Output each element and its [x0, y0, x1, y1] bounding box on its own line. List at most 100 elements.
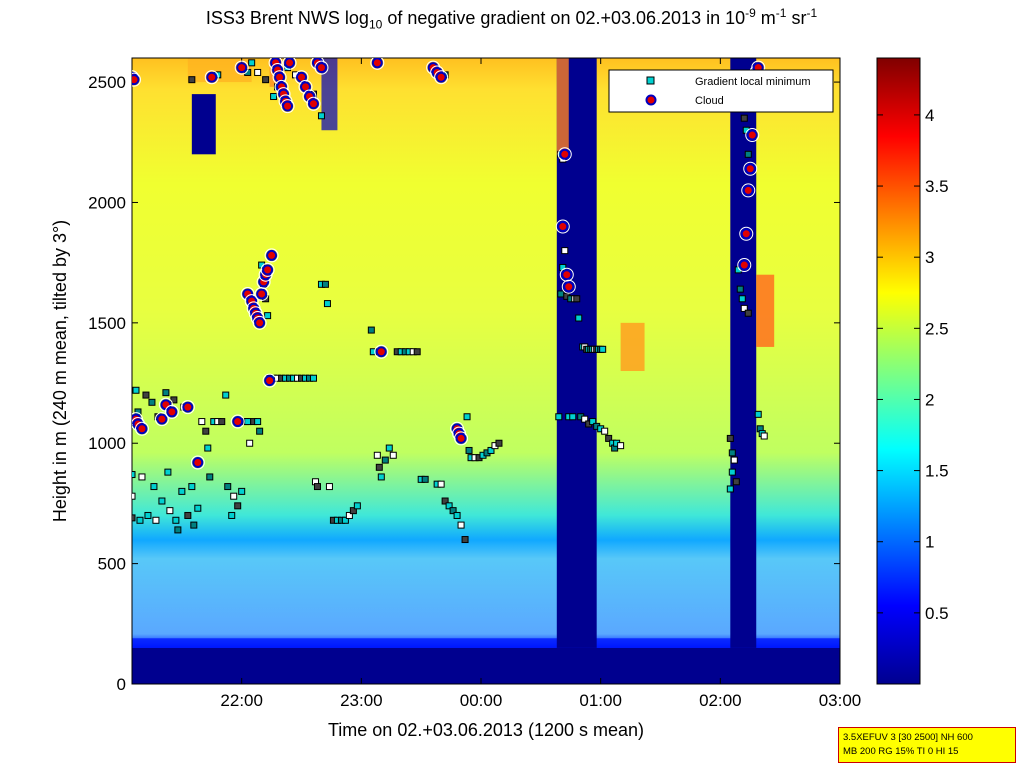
gradient-minimum-point	[224, 483, 232, 491]
cloud-point	[744, 163, 756, 175]
legend-minimum-marker	[646, 76, 655, 85]
gradient-minimum-point	[256, 427, 264, 435]
x-axis: 22:00 23:00 00:00 01:00 02:00 03:00	[220, 58, 861, 710]
dropout-patch	[191, 94, 216, 155]
cloud-point	[375, 346, 387, 358]
gradient-minimum-point	[230, 492, 238, 500]
legend-cloud-marker	[645, 94, 657, 106]
colorbar-tick-label: 1.5	[925, 462, 949, 481]
gradient-minimum-point	[142, 391, 150, 399]
heatmap-field	[132, 58, 840, 684]
cloud-point-halo	[559, 267, 574, 282]
cloud-point-halo	[234, 60, 249, 75]
cloud-point	[192, 456, 204, 468]
cloud-point-halo	[282, 58, 297, 70]
gradient-minimum-point	[457, 521, 465, 529]
colorbar-tick-label: 2	[925, 390, 934, 409]
x-tick-label: 03:00	[819, 691, 862, 710]
gradient-minimum-point	[238, 487, 246, 495]
gradient-minimum-point	[726, 434, 734, 442]
cloud-point	[371, 58, 383, 69]
cloud-point-halo	[264, 248, 279, 263]
cloud-point	[746, 129, 758, 141]
plot-frame	[131, 57, 841, 685]
gradient-minimum-point	[599, 345, 607, 353]
gradient-minimum-point	[453, 511, 461, 519]
gradient-minimum-point	[605, 434, 613, 442]
gradient-minimum-point	[246, 439, 254, 447]
gradient-minimum-point	[152, 516, 160, 524]
cloud-point-halo	[557, 147, 572, 162]
colorbar-gradient	[876, 57, 921, 685]
gradient-minimum-point	[732, 478, 740, 486]
cloud-point	[132, 74, 140, 86]
cloud-point	[284, 58, 296, 69]
gradient-minimum-point	[254, 418, 262, 426]
gradient-minimum-point	[166, 507, 174, 515]
gradient-minimum-point	[557, 290, 565, 298]
legend-box	[608, 69, 834, 113]
gradient-minimum-point	[270, 93, 278, 101]
gradient-minimum-point	[218, 418, 226, 426]
cloud-point	[166, 406, 178, 418]
gradient-minimum-point	[244, 418, 252, 426]
gradient-minimum-point	[184, 511, 192, 519]
gradient-minimum-point	[461, 536, 469, 544]
surface-layer-top	[132, 638, 840, 648]
cloud-point-halo	[306, 96, 321, 111]
gradient-minimum-point	[188, 76, 196, 84]
cloud-point-halo	[230, 414, 245, 429]
heatmap-plot-area	[132, 58, 840, 684]
elevated-cell	[620, 322, 645, 371]
gradient-minimum-point	[744, 309, 752, 317]
gradient-minimum-point	[309, 374, 317, 382]
gradient-minimum-point	[178, 487, 186, 495]
gradient-minimum-point	[413, 348, 421, 356]
colorbar-tick-label: 4	[925, 106, 934, 125]
gradient-minimum-point	[202, 427, 210, 435]
cloud-point-halo	[154, 412, 169, 427]
cloud-point	[256, 288, 268, 300]
cloud-point-halo	[743, 161, 758, 176]
gradient-minimum-point	[345, 511, 353, 519]
cloud-point	[232, 416, 244, 428]
y-tick-label: 2500	[88, 73, 126, 92]
x-tick-label: 23:00	[340, 691, 383, 710]
gradient-minimum-point	[740, 114, 748, 122]
cloud-point-halo	[561, 279, 576, 294]
y-tick-label: 0	[117, 675, 126, 694]
cloud-point-halo	[252, 315, 267, 330]
gradient-minimum-point	[589, 418, 597, 426]
gradient-minimum-point	[730, 456, 738, 464]
gradient-minimum-point	[736, 285, 744, 293]
cloud-point	[742, 184, 754, 196]
colorbar-tick-label: 3	[925, 248, 934, 267]
gradient-minimum-point	[740, 304, 748, 312]
cloud-point	[563, 281, 575, 293]
x-tick-label: 02:00	[699, 691, 742, 710]
gradient-minimum-point	[132, 492, 136, 500]
gradient-minimum-point	[445, 502, 453, 510]
cloud-point	[557, 221, 569, 233]
gradient-minimum-point	[132, 514, 136, 522]
cloud-point	[282, 100, 294, 112]
x-tick-label: 01:00	[579, 691, 622, 710]
gradient-minimum-point	[148, 398, 156, 406]
legend-cloud-label: Cloud	[695, 95, 724, 107]
gradient-minimum-point	[487, 446, 495, 454]
cloud-point-halo	[374, 344, 389, 359]
gradient-minimum-point	[204, 444, 212, 452]
gradient-minimum-point	[150, 483, 158, 491]
gradient-minimum-point	[222, 391, 230, 399]
colorbar: 0.5 1 1.5 2 2.5 3 3.5 4	[876, 57, 949, 685]
cloud-point	[274, 71, 286, 83]
cloud-point-halo	[737, 258, 752, 273]
legend-minimum-label: Gradient local minimum	[695, 76, 811, 88]
colorbar-ticks: 0.5 1 1.5 2 2.5 3 3.5 4	[877, 106, 949, 623]
gradient-minimum-point	[728, 468, 736, 476]
gradient-minimum-point	[575, 314, 583, 322]
cloud-point-halo	[370, 58, 385, 70]
gradient-minimum-point	[341, 516, 349, 524]
settings-info-box: 3.5XEFUV 3 [30 2500] NH 600 MB 200 RG 15…	[838, 727, 1016, 763]
